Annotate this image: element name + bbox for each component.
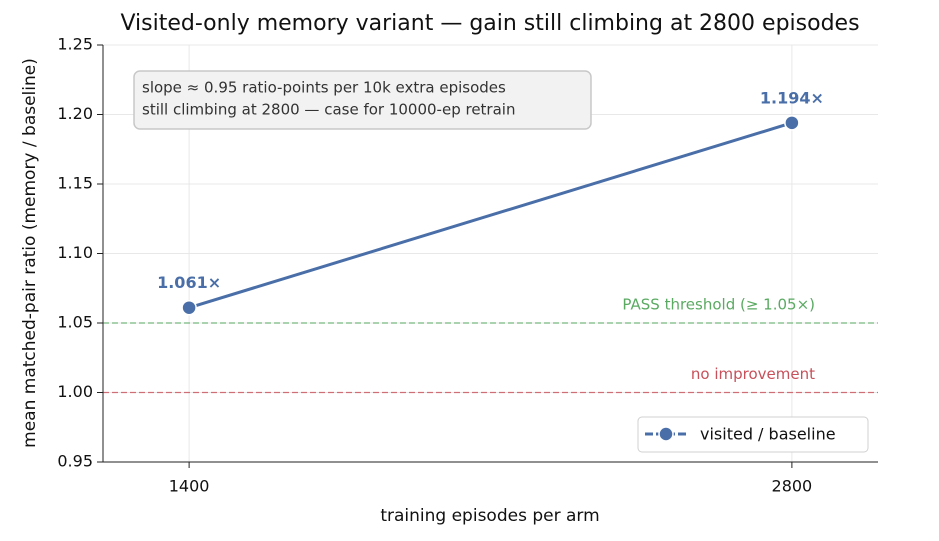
y-tick-label: 0.95 <box>57 452 93 471</box>
data-point <box>181 299 197 316</box>
chart-title: Visited-only memory variant — gain still… <box>120 11 859 36</box>
y-tick-label: 1.20 <box>57 104 93 123</box>
y-tick-label: 1.10 <box>57 243 93 262</box>
annotation-text: slope ≈ 0.95 ratio-points per 10k extra … <box>142 79 506 97</box>
x-tick-label: 1400 <box>169 477 210 496</box>
y-tick-label: 1.00 <box>57 382 93 401</box>
annotation-text: still climbing at 2800 — case for 10000-… <box>142 101 515 119</box>
y-tick-label: 1.25 <box>57 35 93 54</box>
value-label: 1.061× <box>157 273 221 292</box>
legend-marker <box>658 426 674 442</box>
annotation-box <box>133 70 592 130</box>
legend-box <box>637 416 869 453</box>
legend-label: visited / baseline <box>700 425 836 444</box>
reference-label: no improvement <box>691 365 815 383</box>
reference-label: PASS threshold (≥ 1.05×) <box>622 296 815 314</box>
y-axis-label: mean matched-pair ratio (memory / baseli… <box>20 58 40 448</box>
series-line <box>188 121 793 310</box>
x-tick-label: 2800 <box>772 477 813 496</box>
y-tick-label: 1.15 <box>57 174 93 193</box>
value-label: 1.194× <box>760 88 824 107</box>
y-tick-label: 1.05 <box>57 313 93 332</box>
x-axis-label: training episodes per arm <box>380 506 599 526</box>
data-point <box>784 115 800 131</box>
